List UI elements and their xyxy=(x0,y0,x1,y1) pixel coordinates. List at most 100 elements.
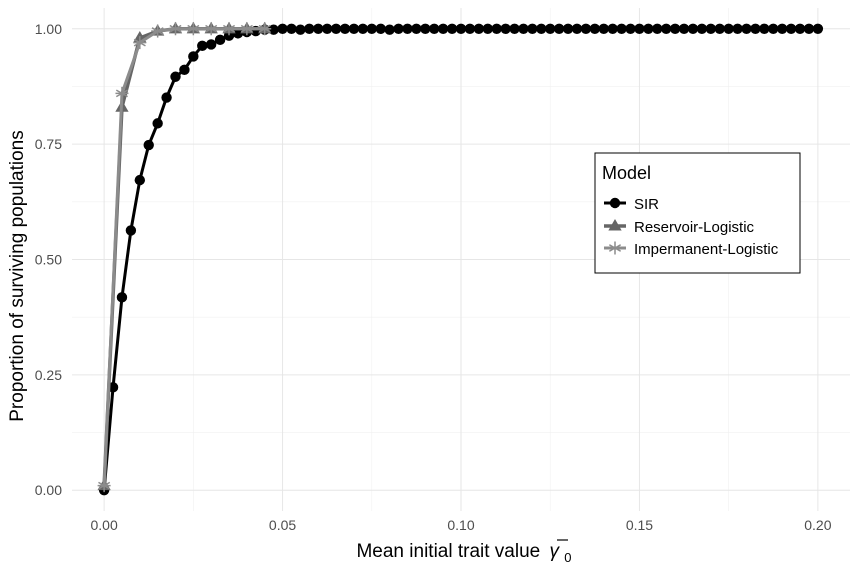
data-point xyxy=(562,23,574,34)
data-point xyxy=(258,22,272,36)
data-point xyxy=(321,23,333,34)
legend-label-reservoir-logistic: Reservoir-Logistic xyxy=(634,219,755,236)
x-tick-label: 0.15 xyxy=(626,517,653,533)
data-point xyxy=(732,23,743,34)
series-impermanent-logistic xyxy=(97,22,272,493)
x-tick-label: 0.10 xyxy=(447,517,474,533)
data-point xyxy=(678,23,690,34)
data-point xyxy=(313,23,324,34)
x-axis-title: Mean initial trait value γ 0 xyxy=(356,541,571,565)
data-point xyxy=(741,23,752,34)
data-point xyxy=(152,118,163,129)
legend-box xyxy=(594,152,801,274)
data-point xyxy=(455,23,467,34)
data-point xyxy=(473,23,485,34)
legend-label-impermanent-logistic: Impermanent-Logistic xyxy=(634,241,779,258)
data-point xyxy=(571,23,583,34)
data-point xyxy=(545,23,556,34)
data-point xyxy=(589,23,601,34)
y-tick-label: 0.75 xyxy=(35,136,62,152)
data-point xyxy=(204,22,218,36)
data-point xyxy=(714,23,725,34)
legend-key-marker xyxy=(609,197,621,209)
x-axis-title-symbol: γ xyxy=(550,541,561,562)
grid xyxy=(72,8,850,511)
x-axis-ticks: 0.00 0.05 0.10 0.15 0.20 xyxy=(90,517,831,533)
data-point xyxy=(687,23,699,34)
y-tick-label: 0.25 xyxy=(35,367,62,383)
data-point xyxy=(170,71,181,82)
data-point xyxy=(580,23,592,34)
data-point xyxy=(375,23,386,34)
data-point xyxy=(393,23,404,34)
data-point xyxy=(240,22,254,36)
data-point xyxy=(420,23,431,34)
data-point xyxy=(509,23,520,34)
legend-label-sir: SIR xyxy=(634,196,659,213)
legend-key-marker xyxy=(608,219,622,231)
data-point xyxy=(232,28,244,39)
data-point xyxy=(134,174,146,186)
data-point xyxy=(268,24,279,35)
data-point xyxy=(518,23,529,34)
data-point xyxy=(179,64,190,76)
data-point xyxy=(527,23,538,34)
data-point xyxy=(446,23,458,34)
data-point xyxy=(598,23,609,34)
data-point xyxy=(625,23,636,34)
data-point xyxy=(723,23,734,34)
data-point xyxy=(143,139,154,151)
data-point xyxy=(437,23,449,34)
data-point xyxy=(295,24,306,35)
data-point xyxy=(188,51,199,62)
y-tick-label: 0.00 xyxy=(35,482,62,498)
data-point xyxy=(464,23,476,34)
data-point xyxy=(168,22,182,36)
data-point xyxy=(384,24,395,35)
x-tick-label: 0.00 xyxy=(90,517,117,533)
data-point xyxy=(115,86,129,100)
data-point xyxy=(669,23,681,34)
y-tick-label: 1.00 xyxy=(35,21,62,37)
data-point xyxy=(812,23,824,34)
data-point xyxy=(491,23,502,34)
data-point xyxy=(553,23,565,34)
legend-title: Model xyxy=(602,163,651,183)
data-point xyxy=(652,23,663,34)
data-point xyxy=(205,39,217,50)
data-point xyxy=(214,34,226,46)
data-point xyxy=(304,23,315,34)
legend-key-marker xyxy=(608,241,622,255)
data-point xyxy=(536,23,547,34)
data-point xyxy=(768,23,779,34)
data-point xyxy=(286,23,297,34)
y-axis-ticks: 0.00 0.25 0.50 0.75 1.00 xyxy=(35,21,62,498)
legend: Model SIR Reservoir-Logistic Impermanent… xyxy=(594,152,801,274)
data-point xyxy=(277,23,288,34)
data-point xyxy=(330,23,342,34)
data-point xyxy=(197,40,208,52)
data-point xyxy=(776,23,788,34)
data-point xyxy=(97,479,111,493)
series-line xyxy=(102,27,265,486)
data-point xyxy=(607,23,618,34)
data-point xyxy=(133,36,147,50)
data-point xyxy=(705,23,717,34)
x-axis-title-subscript: 0 xyxy=(564,550,571,565)
data-point xyxy=(794,23,806,34)
y-axis-title: Proportion of surviving populations xyxy=(7,130,28,422)
y-tick-label: 0.50 xyxy=(35,252,62,268)
data-point xyxy=(151,24,165,38)
data-point xyxy=(357,23,369,34)
data-point xyxy=(116,292,128,303)
data-point xyxy=(500,23,511,34)
data-point xyxy=(429,23,440,34)
legend-keys xyxy=(604,197,626,255)
data-point xyxy=(402,23,413,34)
data-point xyxy=(186,22,200,36)
data-point xyxy=(643,23,654,34)
data-point xyxy=(616,23,627,34)
data-point xyxy=(634,23,645,34)
